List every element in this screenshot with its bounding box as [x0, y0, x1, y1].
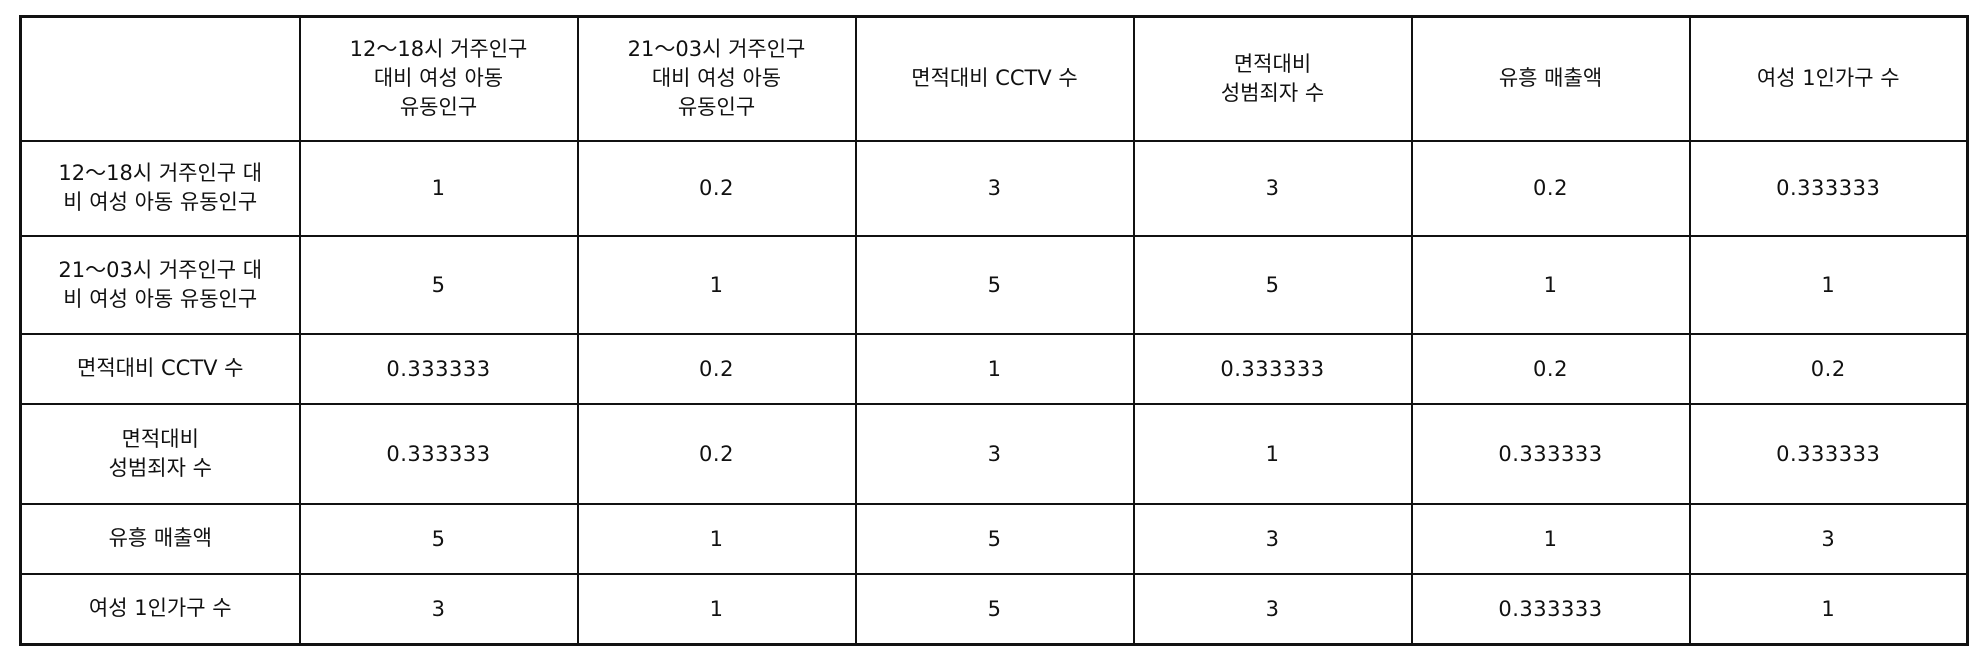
column-header: 여성 1인가구 수: [1688, 15, 1969, 142]
table-row: 21～03시 거주인구 대 비 여성 아동 유동인구 5 1 5 5 1 1: [19, 234, 1969, 335]
table-cell: 0.2: [1410, 139, 1691, 237]
table-cell: 1: [1410, 502, 1691, 575]
table-cell: 5: [1132, 234, 1413, 335]
table-cell: 1: [1688, 234, 1969, 335]
table-cell: 1: [1410, 234, 1691, 335]
table-cell: 5: [298, 234, 579, 335]
table-cell: 1: [854, 332, 1135, 405]
row-header: 21～03시 거주인구 대 비 여성 아동 유동인구: [19, 234, 301, 335]
table-cell: 0.333333: [1410, 572, 1691, 646]
column-header: 21～03시 거주인구 대비 여성 아동 유동인구: [576, 15, 857, 142]
table-row: 면적대비 성범죄자 수 0.333333 0.2 3 1 0.333333 0.…: [19, 402, 1969, 505]
column-header: 12～18시 거주인구 대비 여성 아동 유동인구: [298, 15, 579, 142]
table-cell: 1: [1688, 572, 1969, 646]
row-header: 면적대비 CCTV 수: [19, 332, 301, 405]
table-cell: 3: [1688, 502, 1969, 575]
table-cell: 3: [854, 139, 1135, 237]
row-header: 유흥 매출액: [19, 502, 301, 575]
table-cell: 0.2: [576, 402, 857, 505]
table-cell: 0.2: [576, 332, 857, 405]
table-cell: 0.333333: [1688, 402, 1969, 505]
table-cell: 0.333333: [1688, 139, 1969, 237]
table-cell: 1: [298, 139, 579, 237]
comparison-matrix-table: 12～18시 거주인구 대비 여성 아동 유동인구 21～03시 거주인구 대비…: [19, 15, 1969, 646]
table-cell: 0.333333: [1410, 402, 1691, 505]
table-cell: 1: [576, 502, 857, 575]
table-row: 여성 1인가구 수 3 1 5 3 0.333333 1: [19, 572, 1969, 646]
table-cell: 5: [854, 572, 1135, 646]
table-cell: 3: [1132, 502, 1413, 575]
table-cell: 1: [1132, 402, 1413, 505]
header-row: 12～18시 거주인구 대비 여성 아동 유동인구 21～03시 거주인구 대비…: [19, 15, 1969, 142]
row-header: 12～18시 거주인구 대 비 여성 아동 유동인구: [19, 139, 301, 237]
table-cell: 0.2: [576, 139, 857, 237]
column-header: 유흥 매출액: [1410, 15, 1691, 142]
table-cell: 3: [1132, 139, 1413, 237]
table-cell: 0.333333: [298, 402, 579, 505]
row-header: 여성 1인가구 수: [19, 572, 301, 646]
table-cell: 5: [854, 234, 1135, 335]
row-header: 면적대비 성범죄자 수: [19, 402, 301, 505]
table-cell: 0.333333: [1132, 332, 1413, 405]
corner-cell: [19, 15, 301, 142]
table-row: 12～18시 거주인구 대 비 여성 아동 유동인구 1 0.2 3 3 0.2…: [19, 139, 1969, 237]
table-cell: 5: [298, 502, 579, 575]
table-row: 유흥 매출액 5 1 5 3 1 3: [19, 502, 1969, 575]
table-cell: 3: [854, 402, 1135, 505]
table-cell: 1: [576, 572, 857, 646]
table-cell: 0.2: [1410, 332, 1691, 405]
table-cell: 5: [854, 502, 1135, 575]
table-cell: 0.333333: [298, 332, 579, 405]
table-cell: 3: [1132, 572, 1413, 646]
column-header: 면적대비 성범죄자 수: [1132, 15, 1413, 142]
column-header: 면적대비 CCTV 수: [854, 15, 1135, 142]
table-cell: 0.2: [1688, 332, 1969, 405]
table-cell: 3: [298, 572, 579, 646]
table-row: 면적대비 CCTV 수 0.333333 0.2 1 0.333333 0.2 …: [19, 332, 1969, 405]
table-cell: 1: [576, 234, 857, 335]
